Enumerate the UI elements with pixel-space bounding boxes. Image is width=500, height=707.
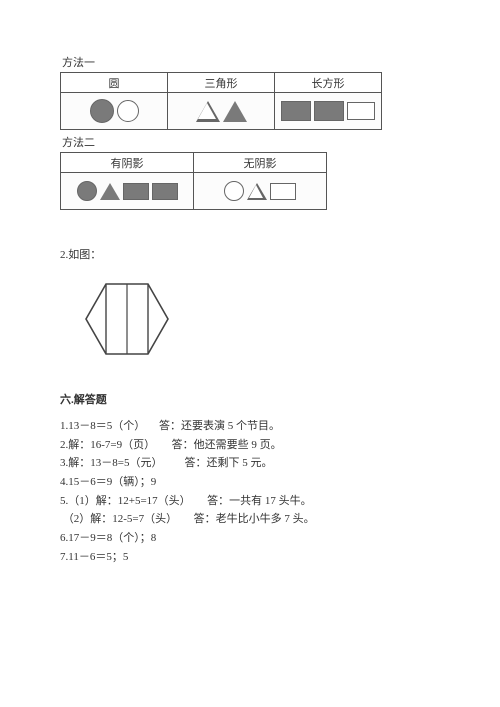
ans-line: 2.解：16-7=9（页） 答：他还需要些 9 页。: [60, 436, 440, 455]
filled-rect-icon: [152, 183, 178, 200]
section-6-answers: 六.解答题 1.13－8＝5（个） 答：还要表演 5 个节目。 2.解：16-7…: [60, 391, 440, 567]
m1-h-circle: 圆: [61, 73, 168, 93]
section-6-heading: 六.解答题: [60, 391, 440, 407]
m2-h-unshaded: 无阴影: [194, 153, 327, 173]
outline-triangle-icon: [196, 101, 220, 122]
outline-rect-icon: [270, 183, 296, 200]
ans-line: 4.15－6＝9（辆）；9: [60, 473, 440, 492]
ans-line: （2）解：12-5=7（头） 答：老牛比小牛多 7 头。: [60, 510, 440, 529]
ans-line: 3.解：13－8=5（元） 答：还剩下 5 元。: [60, 454, 440, 473]
m2-h-shaded: 有阴影: [61, 153, 194, 173]
filled-rect-icon: [314, 101, 344, 121]
ans-line: 6.17－9＝8（个）；8: [60, 529, 440, 548]
filled-rect-icon: [123, 183, 149, 200]
m1-cell-rect: [275, 93, 382, 130]
method1-label: 方法一: [62, 54, 440, 70]
outline-rect-icon: [347, 102, 375, 120]
method2-label: 方法二: [62, 134, 440, 150]
ans-line: 7.11－6＝5；5: [60, 548, 440, 567]
m1-cell-triangle: [168, 93, 275, 130]
answer-lines: 1.13－8＝5（个） 答：还要表演 5 个节目。 2.解：16-7=9（页） …: [60, 417, 440, 567]
hexagon-figure: [82, 280, 440, 361]
filled-rect-icon: [281, 101, 311, 121]
m2-cell-shaded: [61, 173, 194, 210]
filled-circle-icon: [90, 99, 114, 123]
filled-circle-icon: [77, 181, 97, 201]
q2-label: 2.如图：: [60, 246, 440, 262]
ans-line: 5.（1）解：12+5=17（头） 答：一共有 17 头牛。: [60, 492, 440, 511]
m1-cell-circle: [61, 93, 168, 130]
method1-table: 圆 三角形 长方形: [60, 72, 382, 130]
outline-circle-icon: [117, 100, 139, 122]
ans-line: 1.13－8＝5（个） 答：还要表演 5 个节目。: [60, 417, 440, 436]
m2-cell-unshaded: [194, 173, 327, 210]
m1-h-triangle: 三角形: [168, 73, 275, 93]
method2-table: 有阴影 无阴影: [60, 152, 327, 210]
m1-h-rect: 长方形: [275, 73, 382, 93]
filled-triangle-icon: [223, 101, 247, 122]
outline-triangle-icon: [247, 183, 267, 200]
filled-triangle-icon: [100, 183, 120, 200]
outline-circle-icon: [224, 181, 244, 201]
